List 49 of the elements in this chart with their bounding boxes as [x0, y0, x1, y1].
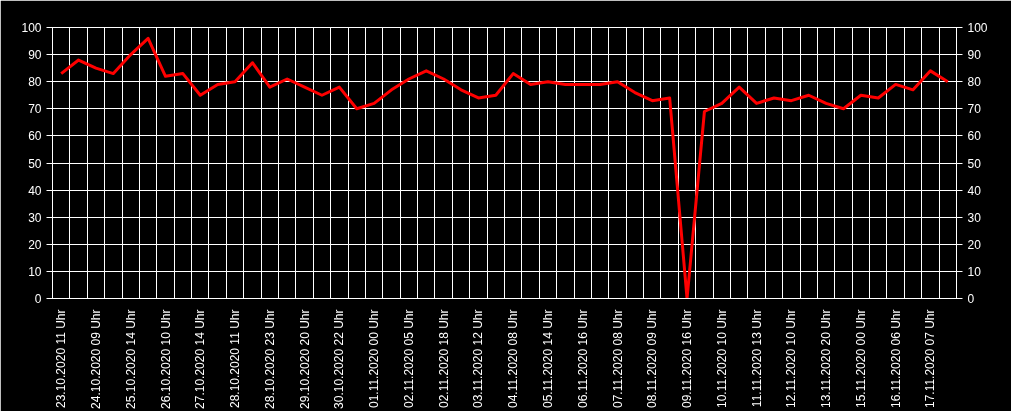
y2-tick-label: 30	[967, 210, 982, 225]
x-tick-label: 16.11.2020 06 Uhr	[888, 309, 903, 409]
x-tick-label: 23.10.2020 11 Uhr	[54, 309, 69, 409]
x-tick-label: 28.10.2020 11 Uhr	[228, 309, 243, 409]
x-tick-label: 25.10.2020 14 Uhr	[123, 309, 138, 409]
x-tick-label: 11.11.2020 13 Uhr	[749, 309, 764, 408]
x-tick-label: 03.11.2020 12 Uhr	[471, 309, 486, 409]
x-tick-label: 28.10.2020 23 Uhr	[262, 309, 277, 409]
y-tick-label: 40	[28, 183, 42, 198]
x-tick-label: 13.11.2020 20 Uhr	[819, 309, 834, 409]
y-tick-label: 20	[28, 237, 42, 252]
x-tick-label: 05.11.2020 14 Uhr	[540, 309, 555, 409]
y2-tick-label: 70	[967, 102, 982, 117]
x-tick-label: 06.11.2020 16 Uhr	[575, 309, 590, 409]
y2-tick-label: 10	[967, 264, 982, 279]
x-tick-label: 29.10.2020 20 Uhr	[297, 309, 312, 409]
y2-tick-label: 50	[967, 156, 982, 171]
x-tick-label: 02.11.2020 18 Uhr	[436, 309, 451, 409]
x-tick-label: 07.11.2020 08 Uhr	[610, 309, 625, 409]
x-tick-label: 09.11.2020 16 Uhr	[680, 309, 695, 409]
x-tick-label: 17.11.2020 07 Uhr	[923, 309, 938, 409]
y2-tick-label: 60	[967, 129, 982, 144]
y-tick-label: 30	[28, 210, 42, 225]
x-tick-label: 15.11.2020 00 Uhr	[853, 309, 868, 409]
y-tick-label: 10	[28, 264, 42, 279]
x-tick-label: 24.10.2020 09 Uhr	[88, 309, 103, 409]
y2-tick-label: 100	[967, 21, 988, 35]
y-tick-label: 50	[28, 156, 42, 171]
y-tick-label: 90	[28, 48, 42, 63]
x-tick-label: 08.11.2020 09 Uhr	[645, 309, 660, 409]
x-tick-label: 04.11.2020 08 Uhr	[506, 309, 521, 409]
y-tick-label: 80	[28, 75, 42, 90]
x-tick-label: 27.10.2020 14 Uhr	[193, 309, 208, 409]
x-tick-label: 30.10.2020 22 Uhr	[332, 309, 347, 409]
y-tick-label: 70	[28, 102, 42, 117]
y2-tick-label: 90	[967, 48, 982, 63]
x-tick-label: 26.10.2020 10 Uhr	[158, 309, 173, 409]
x-tick-label: 10.11.2020 10 Uhr	[714, 309, 729, 409]
x-tick-label: 01.11.2020 00 Uhr	[367, 309, 382, 409]
line-series	[59, 36, 950, 299]
y2-tick-label: 80	[967, 75, 982, 90]
y-tick-label: 60	[28, 129, 42, 144]
y2-tick-label: 0	[967, 292, 975, 306]
x-tick-label: 12.11.2020 10 Uhr	[784, 309, 799, 409]
y-tick-label: 0	[34, 292, 42, 306]
y2-tick-label: 20	[967, 237, 982, 252]
y2-tick-label: 40	[967, 183, 982, 198]
y-tick-label: 100	[21, 21, 42, 35]
x-tick-label: 02.11.2020 05 Uhr	[401, 309, 416, 409]
